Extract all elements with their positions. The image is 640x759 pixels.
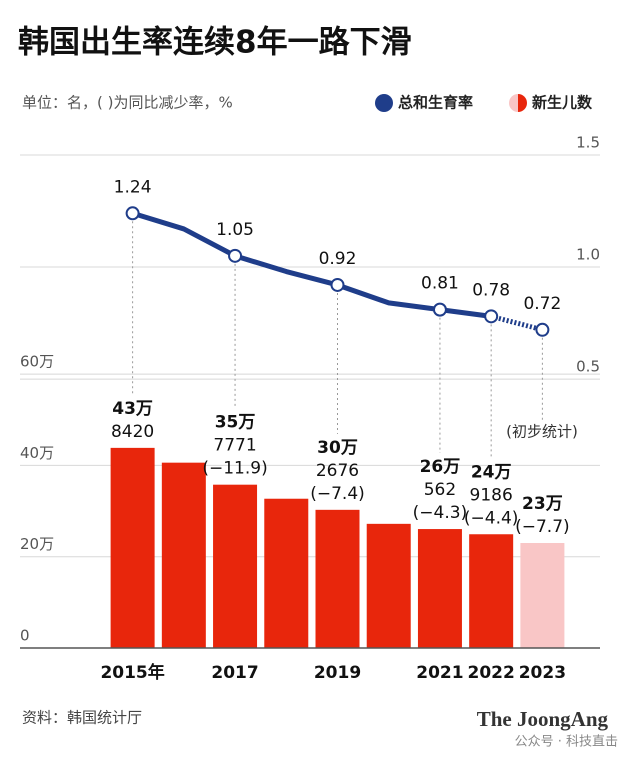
bar-value-label: 26万 (420, 457, 461, 477)
bar (161, 462, 206, 648)
bar-value-label: 562 (424, 480, 456, 500)
bar-value-label: (−7.4) (310, 484, 365, 504)
line-value-label: 0.78 (472, 280, 510, 300)
legend-swatch (509, 94, 518, 112)
line-value-label: 1.24 (114, 177, 152, 197)
line-marker (125, 206, 140, 221)
x-tick-label: 2023 (519, 663, 566, 683)
bar-value-label: (−4.4) (464, 508, 519, 528)
bar (264, 498, 309, 648)
x-tick-label: 2019 (314, 663, 361, 683)
y-tick-label: 0 (20, 627, 30, 645)
line-value-label: 0.81 (421, 274, 459, 294)
bar-value-label: 7771 (213, 436, 256, 456)
bar-value-label: 23万 (522, 494, 563, 514)
y-tick-label: 60万 (20, 353, 54, 371)
line-marker (484, 309, 499, 324)
y2-tick-label: 1.0 (576, 246, 600, 264)
bar-value-label: 24万 (471, 462, 512, 482)
legend-label: 新生儿数 (532, 94, 593, 112)
bar-value-label: (−4.3) (413, 503, 468, 523)
line-dashed (490, 313, 544, 333)
x-tick-label: 2022 (468, 663, 515, 683)
bar (366, 523, 411, 648)
chart-title: 韩国出生率连续8年一路下滑 (18, 25, 412, 61)
bar-value-label: (−11.9) (202, 459, 267, 479)
brand: The JoongAng (477, 707, 609, 731)
x-tick-label: 2015年 (100, 662, 164, 683)
y-tick-label: 20万 (20, 535, 54, 553)
y-tick-label: 40万 (20, 444, 54, 462)
legend-swatch (518, 94, 527, 112)
legend-swatch (375, 94, 393, 112)
bar (110, 447, 155, 648)
line-value-label: 0.92 (319, 249, 357, 269)
line-marker (432, 302, 447, 317)
bar (520, 543, 565, 648)
line-marker (228, 248, 243, 263)
line (131, 210, 492, 319)
line-value-label: 1.05 (216, 220, 254, 240)
bar-value-label: 8420 (111, 422, 154, 442)
y2-tick-label: 1.5 (576, 134, 600, 152)
annotation: (初步统计) (506, 423, 578, 441)
bar-value-label: 43万 (112, 399, 153, 419)
bar-value-label: 2676 (316, 461, 359, 481)
watermark: 公众号 · 科技直击 (515, 735, 618, 750)
line-marker (535, 322, 550, 337)
x-tick-label: 2017 (211, 663, 258, 683)
bar-value-label: 35万 (215, 413, 256, 433)
x-tick-label: 2021 (416, 663, 463, 683)
subtitle: 单位：名，( )为同比减少率，% (22, 94, 233, 112)
bar-value-label: 9186 (470, 485, 513, 505)
bar (469, 534, 514, 648)
bar-value-label: 30万 (317, 438, 358, 458)
line-value-label: 0.72 (523, 294, 561, 314)
bar (213, 484, 258, 648)
bar (417, 529, 462, 648)
bar-value-label: (−7.7) (515, 517, 570, 537)
y2-tick-label: 0.5 (576, 358, 600, 376)
legend-label: 总和生育率 (398, 94, 473, 112)
line-marker (330, 277, 345, 292)
source: 资料：韩国统计厅 (22, 709, 142, 727)
bar (315, 509, 360, 648)
